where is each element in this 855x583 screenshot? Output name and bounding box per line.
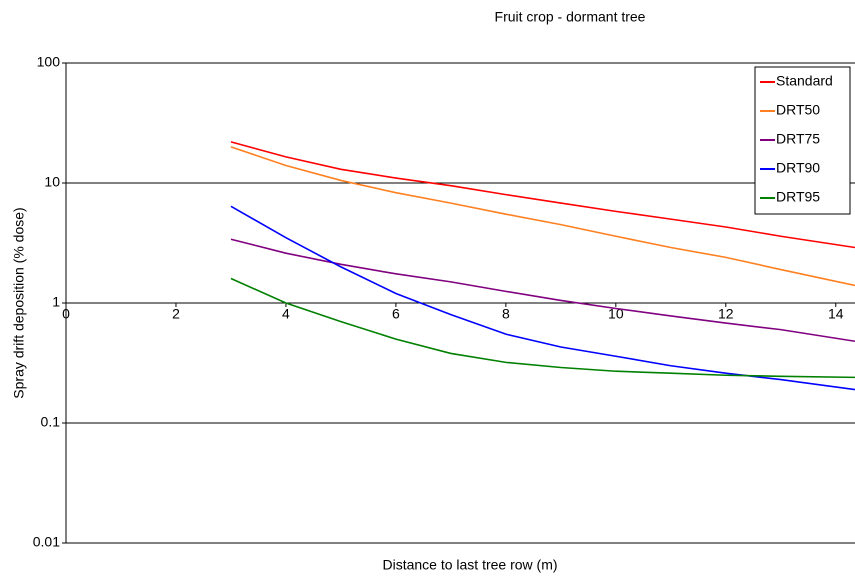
legend-label: Standard — [776, 73, 833, 89]
y-tick-label: 10 — [44, 174, 60, 190]
x-axis-label: Distance to last tree row (m) — [382, 557, 557, 573]
chart-title: Fruit crop - dormant tree — [495, 9, 646, 25]
y-tick-label: 1 — [52, 294, 60, 310]
x-tick-label: 12 — [718, 306, 734, 322]
y-tick-label: 0.1 — [41, 414, 61, 430]
x-tick-label: 0 — [62, 306, 70, 322]
series-line — [230, 238, 855, 343]
y-tick-label: 0.01 — [33, 534, 60, 550]
series-line — [230, 277, 855, 379]
legend-label: DRT50 — [776, 102, 820, 118]
series-line — [230, 205, 855, 391]
x-tick-label: 2 — [172, 306, 180, 322]
legend-label: DRT90 — [776, 160, 820, 176]
x-tick-label: 14 — [828, 306, 844, 322]
series-line — [230, 141, 855, 249]
x-tick-label: 4 — [282, 306, 290, 322]
series-line — [230, 146, 855, 287]
x-tick-label: 8 — [502, 306, 510, 322]
legend-label: DRT75 — [776, 131, 820, 147]
y-tick-label: 100 — [37, 54, 61, 70]
y-axis-label: Spray drift deposition (% dose) — [11, 207, 27, 398]
x-tick-label: 6 — [392, 306, 400, 322]
legend-label: DRT95 — [776, 189, 820, 205]
